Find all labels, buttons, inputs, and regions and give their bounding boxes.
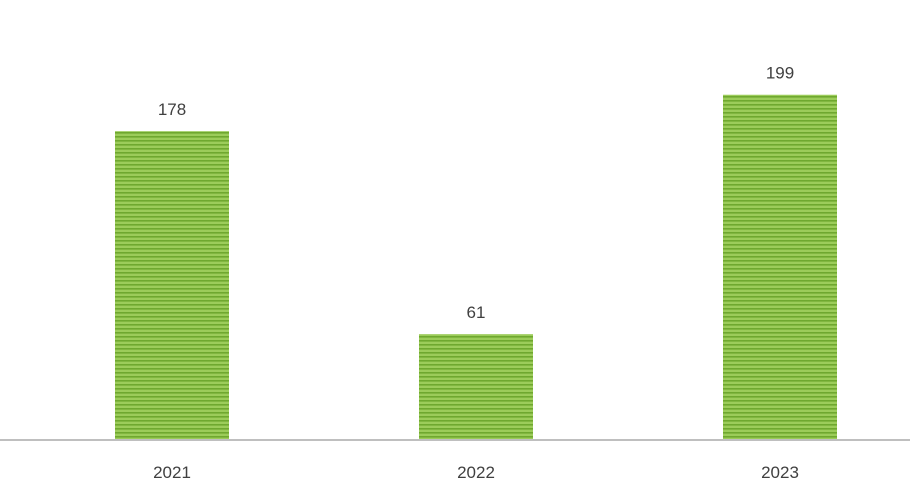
data-label-2023: 199 — [766, 64, 794, 83]
bar-2022 — [419, 334, 533, 440]
x-tick-label-2021: 2021 — [153, 463, 191, 482]
bar-2021 — [115, 131, 229, 441]
data-label-2021: 178 — [158, 100, 186, 119]
data-label-2022: 61 — [467, 303, 486, 322]
x-tick-label-2022: 2022 — [457, 463, 495, 482]
bar-2023 — [723, 94, 837, 441]
data-label-group: 178 61 199 — [158, 64, 794, 322]
bar-series — [115, 94, 837, 441]
x-tick-label-2023: 2023 — [761, 463, 799, 482]
x-tick-label-group: 2021 2022 2023 — [153, 463, 799, 482]
